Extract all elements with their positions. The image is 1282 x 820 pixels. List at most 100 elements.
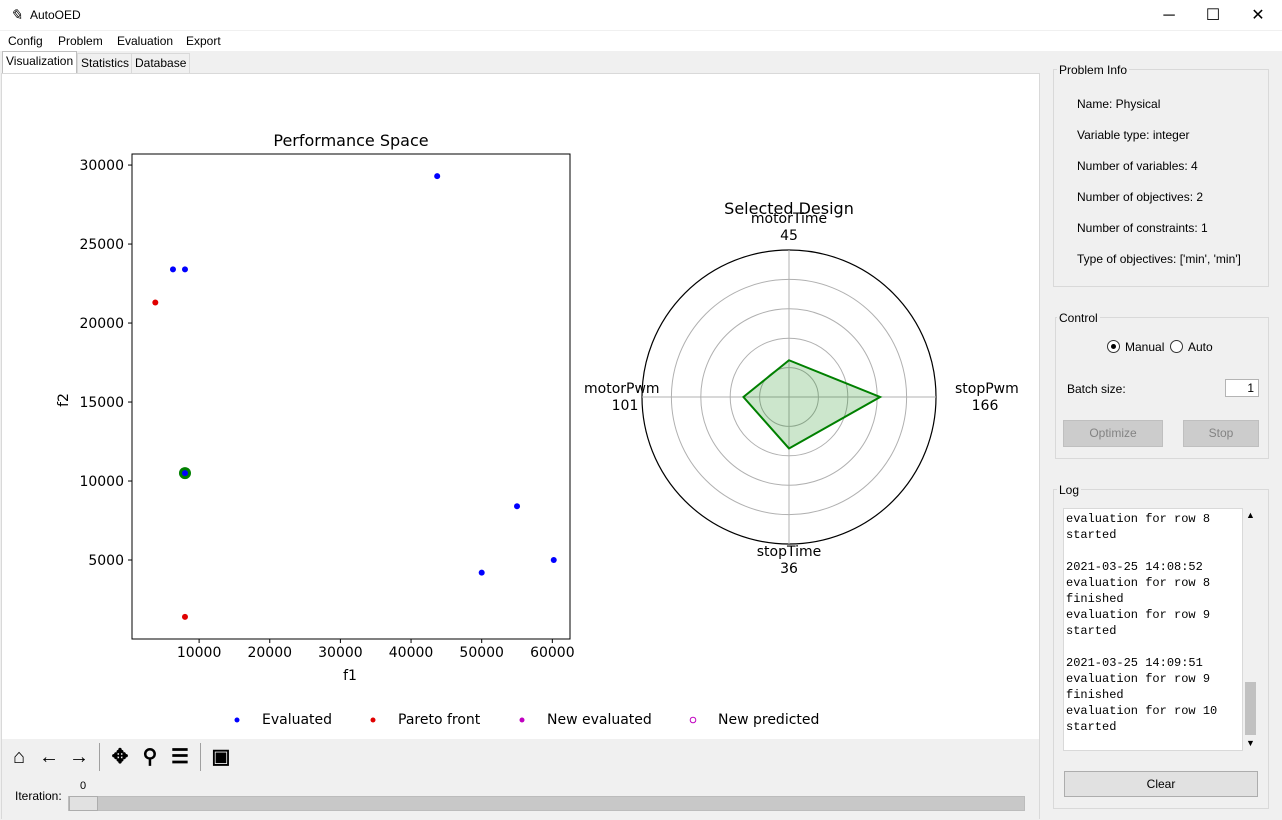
log-scroll-thumb (1245, 682, 1256, 735)
menu-evaluation[interactable]: Evaluation (117, 34, 174, 48)
radar-design-polygon (741, 359, 883, 450)
configure-subplots-icon[interactable]: ☰ (171, 746, 189, 768)
log-line: evaluation for row 9 (1066, 672, 1211, 686)
legend-marker-evaluated (234, 717, 240, 723)
window-title: AutoOED (30, 8, 81, 22)
plot-canvas[interactable]: Performance Space f1 f2 10000 20000 30000 4… (0, 74, 1039, 739)
y-axis-label: f2 (56, 393, 72, 407)
legend-marker-new-evaluated (519, 717, 525, 723)
clear-button[interactable]: Clear (1064, 771, 1258, 797)
legend-new-predicted: New predicted (718, 712, 819, 728)
batch-size-label: Batch size: (1067, 382, 1126, 396)
tab-statistics[interactable]: Statistics (77, 53, 134, 74)
log-line: evaluation for row 10 (1066, 704, 1218, 718)
pan-icon[interactable]: ✥ (111, 746, 129, 768)
log-line (1066, 639, 1240, 655)
y-tick-label: 10000 (79, 474, 124, 490)
log-scrollbar[interactable]: ▲ ▼ (1243, 508, 1258, 751)
log-line: evaluation for row 8 (1066, 576, 1211, 590)
evaluated-point (169, 266, 176, 273)
problem-name: Name: Physical (1077, 97, 1161, 111)
problem-info-title: Problem Info (1057, 63, 1130, 77)
radar-axis-value: 36 (780, 561, 798, 577)
log-line: started (1066, 720, 1117, 734)
zoom-icon[interactable]: ⚲ (142, 746, 158, 768)
iteration-value: 0 (80, 780, 87, 792)
radar-axis-value: 45 (780, 228, 798, 244)
menu-export[interactable]: Export (186, 34, 221, 48)
radar-axis-value: 101 (612, 398, 639, 414)
menu-bar (0, 31, 1282, 51)
evaluated-point (181, 266, 188, 273)
performance-title: Performance Space (273, 131, 428, 150)
radar-axis-name: stopPwm (955, 381, 1019, 397)
manual-label[interactable]: Manual (1125, 340, 1165, 354)
auto-label[interactable]: Auto (1188, 340, 1213, 354)
log-line: finished (1066, 592, 1124, 606)
tab-visualization[interactable]: Visualization (2, 51, 78, 74)
log-line: 2021-03-25 14:09:51 (1066, 656, 1203, 670)
control-title: Control (1057, 311, 1100, 325)
tab-database[interactable]: Database (131, 53, 191, 74)
iteration-slider-handle[interactable] (69, 796, 98, 811)
legend-new-evaluated: New evaluated (547, 712, 652, 728)
iteration-label: Iteration: (15, 789, 62, 803)
number-of-variables: Number of variables: 4 (1077, 159, 1198, 173)
y-tick-label: 5000 (88, 553, 124, 569)
legend-pareto: Pareto front (398, 712, 481, 728)
menu-problem[interactable]: Problem (58, 34, 103, 48)
scroll-down-icon: ▼ (1246, 738, 1255, 748)
performance-axes-frame (131, 153, 571, 640)
manual-radio[interactable] (1107, 340, 1120, 353)
legend: Evaluated Pareto front New evaluated New… (234, 712, 819, 728)
x-tick-label: 20000 (247, 645, 292, 661)
pareto-point (152, 299, 159, 306)
evaluated-point (478, 569, 485, 576)
y-tick-label: 30000 (79, 158, 124, 174)
log-line: started (1066, 624, 1117, 638)
menu-config[interactable]: Config (8, 34, 43, 48)
x-tick-label: 10000 (177, 645, 222, 661)
legend-marker-pareto (370, 717, 376, 723)
radar-axis-name: motorTime (751, 211, 827, 227)
maximize-button[interactable]: ☐ (1205, 7, 1221, 24)
log-textbox[interactable]: evaluation for row 8 started 2021-03-25 1… (1063, 508, 1243, 751)
x-axis-label: f1 (343, 668, 357, 684)
batch-size-input[interactable]: 1 (1225, 379, 1259, 397)
log-line: started (1066, 528, 1117, 542)
radar-axis-name: motorPwm (584, 381, 660, 397)
close-button[interactable]: ✕ (1251, 7, 1265, 24)
back-arrow-icon[interactable]: ← (39, 746, 59, 768)
iteration-slider[interactable] (68, 796, 1025, 811)
radar-title: Selected Design (724, 199, 854, 218)
toolbar-separator (99, 743, 100, 771)
minimize-button[interactable]: ─ (1163, 7, 1175, 24)
log-title: Log (1057, 483, 1082, 497)
variable-type: Variable type: integer (1077, 128, 1190, 142)
title-bar (0, 0, 1282, 31)
x-tick-label: 60000 (530, 645, 575, 661)
stop-button[interactable]: Stop (1183, 420, 1259, 447)
legend-evaluated: Evaluated (262, 712, 332, 728)
save-icon[interactable]: ▣ (211, 746, 231, 768)
x-tick-label: 30000 (318, 645, 363, 661)
feather-icon: ✎ (10, 7, 23, 24)
auto-radio[interactable] (1170, 340, 1183, 353)
forward-arrow-icon[interactable]: → (69, 746, 89, 768)
y-tick-label: 20000 (79, 316, 124, 332)
log-group (1053, 489, 1269, 809)
objective-types: Type of objectives: ['min', 'min'] (1077, 252, 1241, 266)
log-line (1066, 543, 1240, 559)
log-line: 2021-03-25 14:08:52 (1066, 560, 1203, 574)
x-tick-label: 50000 (459, 645, 504, 661)
number-of-constraints: Number of constraints: 1 (1077, 221, 1208, 235)
optimize-button[interactable]: Optimize (1063, 420, 1163, 447)
toolbar-separator (200, 743, 201, 771)
number-of-objectives: Number of objectives: 2 (1077, 190, 1204, 204)
evaluated-point (434, 173, 441, 180)
legend-marker-new-predicted (689, 716, 697, 724)
home-icon[interactable]: ⌂ (12, 746, 26, 768)
radar-axis-name: stopTime (757, 544, 822, 560)
problem-info-group (1053, 69, 1269, 287)
log-line: evaluation for row 9 (1066, 608, 1211, 622)
